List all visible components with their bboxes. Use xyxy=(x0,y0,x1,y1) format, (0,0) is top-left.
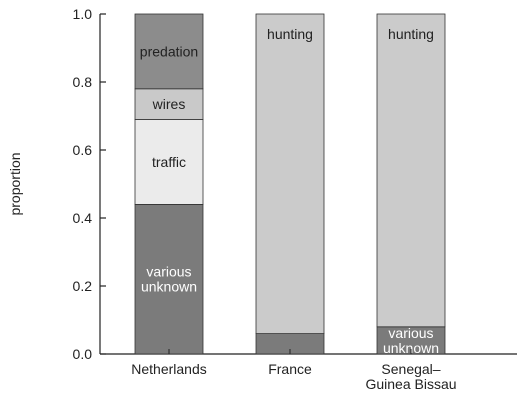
y-tick-label: 0.4 xyxy=(73,210,93,226)
segment-label: predation xyxy=(140,43,198,59)
x-tick-label: Netherlands xyxy=(131,361,207,377)
x-tick-label: Senegal– Guinea Bissau xyxy=(365,361,456,392)
bar-segment xyxy=(376,13,446,328)
y-tick-label: 1.0 xyxy=(73,6,93,22)
x-tick-label: France xyxy=(268,361,312,377)
bar-segment xyxy=(255,13,325,335)
y-tick-label: 0.2 xyxy=(73,278,93,294)
y-tick-label: 0.8 xyxy=(73,74,93,90)
y-axis-label: proportion xyxy=(7,152,23,215)
segment-label: various unknown xyxy=(383,325,439,356)
segment-label: wires xyxy=(152,96,186,112)
y-tick-label: 0.0 xyxy=(73,346,93,362)
bar-segment xyxy=(134,13,204,90)
y-tick-label: 0.6 xyxy=(73,142,93,158)
segment-label: various unknown xyxy=(141,264,197,295)
segment-label: hunting xyxy=(267,26,313,42)
bar-segment xyxy=(134,119,204,205)
segment-label: hunting xyxy=(388,26,434,42)
bar-segment xyxy=(134,88,204,120)
bar-segment xyxy=(134,203,204,355)
segment-label: traffic xyxy=(152,154,186,170)
